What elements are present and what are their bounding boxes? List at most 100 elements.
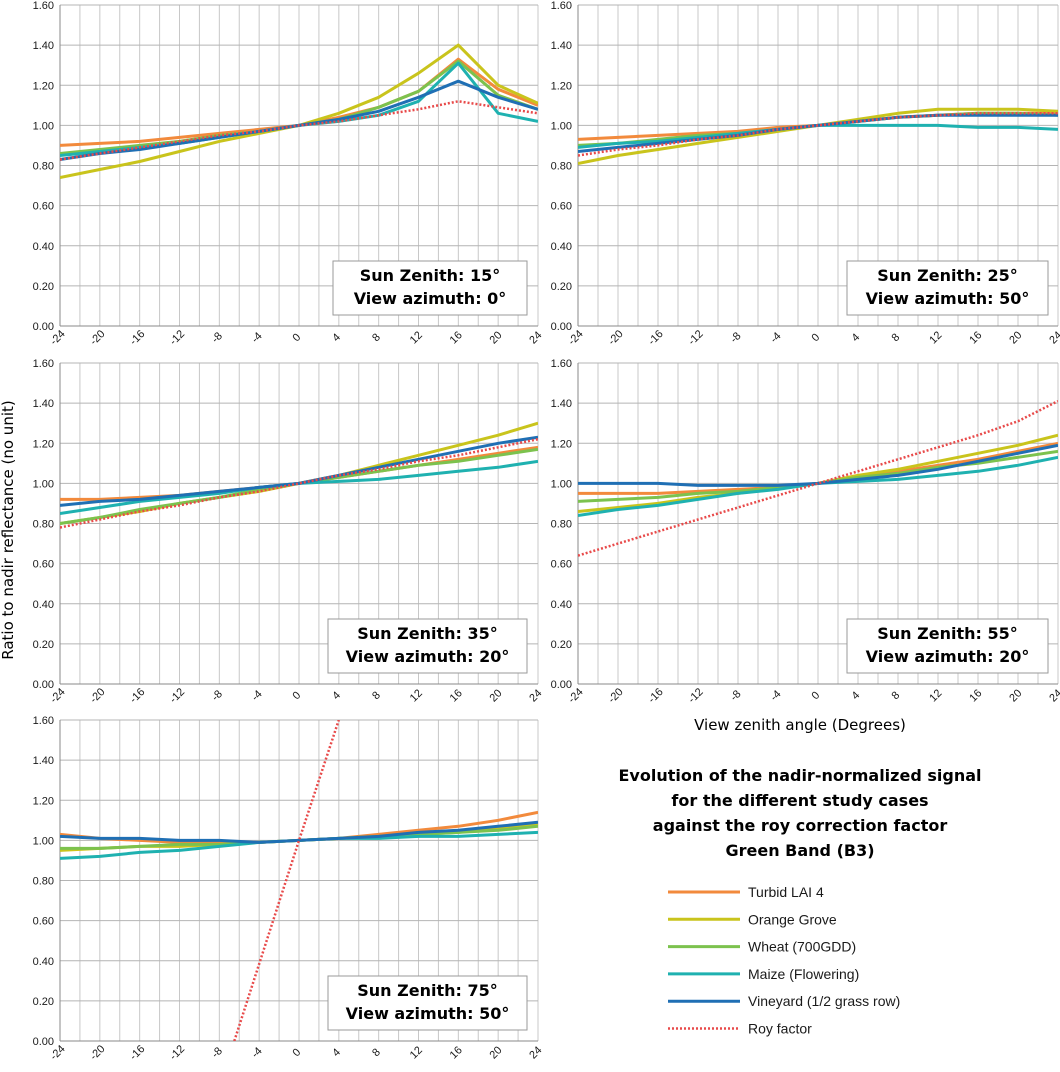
x-tick-label: 4 <box>330 689 343 702</box>
annotation-box <box>846 260 1049 316</box>
x-tick-label: 20 <box>1007 329 1024 346</box>
x-tick-label: 12 <box>927 329 944 346</box>
x-tick-label: 0 <box>290 1046 303 1059</box>
x-tick-label: 24 <box>527 1044 544 1061</box>
chart-panel-5: 0.000.200.400.600.801.001.201.401.60-24-… <box>33 715 545 1063</box>
series-group <box>60 720 538 1041</box>
y-tick-label: 0.60 <box>551 559 572 571</box>
title-line-1: Evolution of the nadir-normalized signal <box>619 766 982 785</box>
series-group <box>578 399 1058 557</box>
series-line-vineyard-1-2-grass-row <box>578 443 1058 487</box>
annotation-line: View azimuth: 50° <box>866 289 1030 308</box>
x-tick-label: 0 <box>290 689 303 702</box>
y-tick-label: 0.80 <box>33 876 54 888</box>
x-tick-label: 16 <box>448 329 465 346</box>
x-tick-label: 4 <box>849 331 862 344</box>
series-group <box>60 43 538 179</box>
x-tick-label: 12 <box>408 329 425 346</box>
legend-label: Roy factor <box>748 1021 812 1037</box>
chart-panel-2: 0.000.200.400.600.801.001.201.401.60-24-… <box>551 0 1060 348</box>
x-tick-label: 24 <box>1047 687 1060 704</box>
y-tick-label: 0.40 <box>33 599 54 611</box>
x-tick-label: -8 <box>728 688 743 703</box>
y-tick-label: 0.60 <box>33 916 54 928</box>
annotation-line: View azimuth: 20° <box>346 647 510 666</box>
y-tick-label: 1.00 <box>33 120 54 132</box>
x-tick-label: 16 <box>967 329 984 346</box>
x-tick-label: -20 <box>88 686 108 706</box>
annotation-box <box>332 260 528 316</box>
chart-panel-1: 0.000.200.400.600.801.001.201.401.60-24-… <box>33 0 545 348</box>
x-tick-label: 0 <box>809 331 822 344</box>
x-tick-label: 24 <box>1047 329 1060 346</box>
title-line-4: Green Band (B3) <box>725 841 874 860</box>
y-tick-label: 1.60 <box>33 0 54 12</box>
legend-label: Wheat (700GDD) <box>748 939 856 955</box>
y-tick-label: 0.80 <box>33 519 54 531</box>
x-tick-label: 4 <box>330 331 343 344</box>
title-line-3: against the roy correction factor <box>653 816 948 835</box>
x-tick-label: 16 <box>967 687 984 704</box>
y-tick-label: 1.00 <box>551 120 572 132</box>
y-tick-label: 1.60 <box>33 715 54 727</box>
x-tick-label: -12 <box>686 686 706 706</box>
y-tick-label: 0.40 <box>33 956 54 968</box>
legend-item: Orange Grove <box>668 911 837 927</box>
y-tick-label: 1.40 <box>33 398 54 410</box>
legend: Turbid LAI 4 Orange Grove Wheat (700GDD) Ma… <box>668 884 900 1037</box>
x-tick-label: 20 <box>487 687 504 704</box>
y-tick-label: 0.40 <box>551 599 572 611</box>
y-tick-label: 0.00 <box>33 321 54 333</box>
x-tick-label: 12 <box>927 687 944 704</box>
x-tick-label: 20 <box>1007 687 1024 704</box>
y-tick-label: 0.20 <box>551 639 572 651</box>
x-tick-label: -4 <box>249 330 264 345</box>
annotation-line: Sun Zenith: 75° <box>357 981 497 1000</box>
x-tick-label: 8 <box>370 689 383 702</box>
y-tick-label: 0.80 <box>551 161 572 173</box>
y-tick-label: 1.20 <box>551 438 572 450</box>
x-tick-label: 12 <box>408 1044 425 1061</box>
series-line-roy-factor <box>60 437 538 529</box>
x-tick-label: -16 <box>128 328 148 348</box>
x-tick-label: -16 <box>646 686 666 706</box>
x-tick-label: -12 <box>168 1043 188 1063</box>
x-tick-label: 24 <box>527 329 544 346</box>
x-tick-label: -4 <box>249 1045 264 1060</box>
y-tick-label: 1.40 <box>551 398 572 410</box>
x-tick-label: 4 <box>849 689 862 702</box>
y-tick-label: 1.40 <box>33 40 54 52</box>
y-tick-label: 0.00 <box>551 679 572 691</box>
title-line-2: for the different study cases <box>671 791 928 810</box>
annotation-line: Sun Zenith: 35° <box>357 624 497 643</box>
legend-item: Turbid LAI 4 <box>668 884 824 900</box>
series-line-roy-factor <box>578 112 1058 157</box>
y-tick-label: 0.80 <box>33 161 54 173</box>
y-tick-label: 0.80 <box>551 519 572 531</box>
y-tick-label: 0.20 <box>33 281 54 293</box>
y-tick-label: 1.20 <box>33 795 54 807</box>
legend-label: Maize (Flowering) <box>748 966 859 982</box>
x-tick-label: 8 <box>370 331 383 344</box>
y-tick-label: 0.00 <box>33 679 54 691</box>
x-tick-label: -8 <box>210 1045 225 1060</box>
chart-panel-3: 0.000.200.400.600.801.001.201.401.60-24-… <box>33 358 545 706</box>
x-tick-label: -20 <box>88 1043 108 1063</box>
series-group <box>578 107 1058 165</box>
x-tick-label: 20 <box>487 329 504 346</box>
legend-label: Vineyard (1/2 grass row) <box>748 993 900 1009</box>
chart-panels: 0.000.200.400.600.801.001.201.401.60-24-… <box>33 0 1060 1063</box>
x-tick-label: -20 <box>606 686 626 706</box>
y-tick-label: 1.00 <box>33 835 54 847</box>
x-tick-label: -20 <box>88 328 108 348</box>
x-tick-label: 0 <box>290 331 303 344</box>
y-tick-label: 1.60 <box>551 358 572 370</box>
y-tick-label: 1.20 <box>33 438 54 450</box>
x-tick-label: -8 <box>210 688 225 703</box>
y-tick-label: 0.60 <box>33 201 54 213</box>
y-tick-label: 1.60 <box>551 0 572 12</box>
legend-item: Wheat (700GDD) <box>668 939 856 955</box>
y-tick-label: 0.60 <box>33 559 54 571</box>
panel-annotation: Sun Zenith: 25° View azimuth: 50° <box>846 260 1049 316</box>
y-tick-label: 1.20 <box>551 80 572 92</box>
